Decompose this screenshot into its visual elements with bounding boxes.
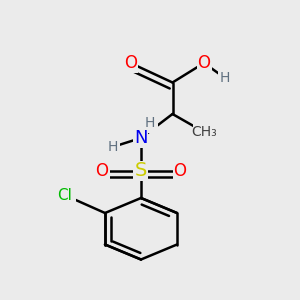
- Bar: [172, 161, 188, 181]
- Text: O: O: [173, 162, 187, 180]
- Text: CH₃: CH₃: [191, 125, 217, 139]
- Bar: [142, 113, 158, 133]
- Bar: [94, 161, 110, 181]
- Bar: [134, 128, 148, 148]
- Text: O: O: [197, 54, 211, 72]
- Text: N: N: [134, 129, 148, 147]
- Text: Cl: Cl: [57, 188, 72, 202]
- Bar: [123, 53, 138, 73]
- Bar: [105, 137, 120, 157]
- Text: H: H: [220, 71, 230, 85]
- Text: H: H: [107, 140, 118, 154]
- Bar: [196, 53, 211, 73]
- Bar: [134, 161, 148, 181]
- Text: O: O: [95, 162, 109, 180]
- Bar: [53, 185, 76, 205]
- Bar: [193, 122, 215, 142]
- Bar: [218, 68, 232, 88]
- Text: H: H: [145, 116, 155, 130]
- Text: S: S: [135, 161, 147, 181]
- Text: O: O: [124, 54, 137, 72]
